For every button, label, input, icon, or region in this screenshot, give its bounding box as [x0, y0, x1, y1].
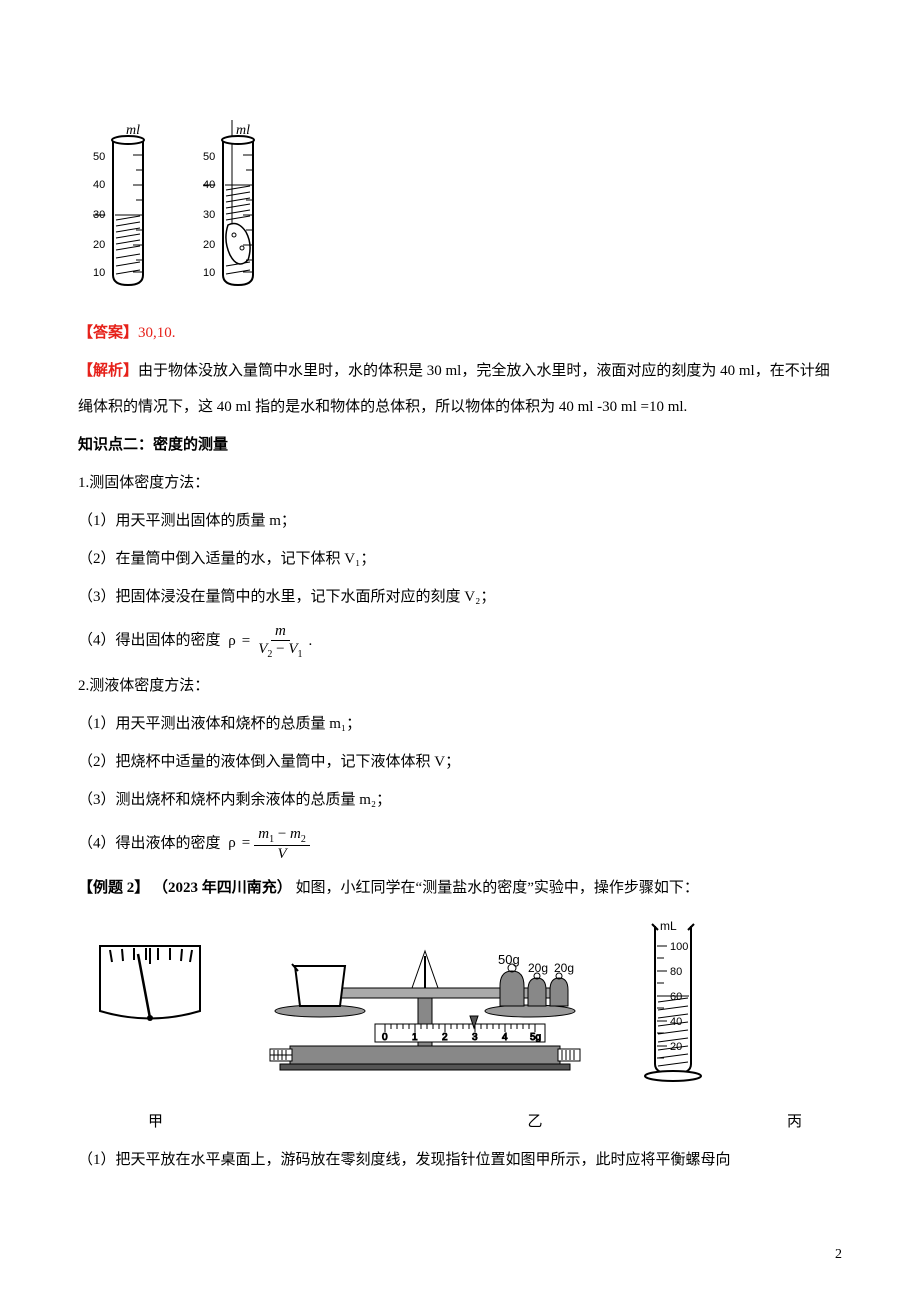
svg-text:5g: 5g — [530, 1032, 541, 1043]
analysis-text: 由于物体没放入量筒中水里时，水的体积是 30 ml，完全放入水里时，液面对应的刻… — [78, 363, 830, 415]
svg-text:40: 40 — [203, 179, 215, 191]
solid-step-2: （2）在量筒中倒入适量的水，记下体积 V₁； — [78, 541, 842, 577]
svg-text:50g: 50g — [498, 952, 520, 967]
example2-label: 【例题 2】 — [78, 880, 149, 896]
label-bing: 丙 — [787, 1104, 802, 1140]
svg-text:2: 2 — [442, 1032, 448, 1043]
svg-text:50: 50 — [93, 151, 105, 163]
cylinder-right: ml 50 40 — [198, 120, 278, 295]
example2-line: 【例题 2】 （2023 年四川南充） 如图，小红同学在“测量盐水的密度”实验中… — [78, 870, 842, 906]
svg-text:50: 50 — [203, 151, 215, 163]
example2-text: 如图，小红同学在“测量盐水的密度”实验中，操作步骤如下： — [296, 880, 699, 896]
analysis-label: 【解析】 — [78, 363, 138, 379]
solid-step-3: （3）把固体浸没在量筒中的水里，记下水面所对应的刻度 V₂； — [78, 579, 842, 615]
svg-text:30: 30 — [93, 209, 105, 221]
analysis-line: 【解析】由于物体没放入量筒中水里时，水的体积是 30 ml，完全放入水里时，液面… — [78, 353, 842, 425]
section2-title: 知识点二：密度的测量 — [78, 427, 842, 463]
svg-text:100: 100 — [670, 941, 688, 953]
liquid-step-4: （4）得出液体的密度 ρ = m1 − m2 V — [78, 820, 842, 869]
svg-text:mL: mL — [660, 919, 677, 933]
svg-text:20: 20 — [93, 239, 105, 251]
svg-text:0: 0 — [382, 1032, 388, 1043]
cylinder-left: ml 50 40 30 — [88, 120, 168, 295]
example2-source: （2023 年四川南充） — [153, 880, 292, 896]
example2-svg: 50g 20g 20g 0 1 2 3 4 — [80, 916, 840, 1086]
svg-text:40: 40 — [93, 179, 105, 191]
label-yi: 乙 — [527, 1104, 542, 1140]
svg-text:80: 80 — [670, 966, 682, 978]
example2-q1: （1）把天平放在水平桌面上，游码放在零刻度线，发现指针位置如图甲所示，此时应将平… — [78, 1142, 842, 1178]
svg-text:20: 20 — [203, 239, 215, 251]
solid-heading: 1.测固体密度方法： — [78, 465, 842, 501]
example2-figure: 50g 20g 20g 0 1 2 3 4 — [78, 916, 842, 1140]
svg-text:30: 30 — [203, 209, 215, 221]
answer-text: 30,10. — [138, 325, 176, 341]
balance-yi: 50g 20g 20g 0 1 2 3 4 — [270, 951, 580, 1070]
page-number: 2 — [835, 1238, 842, 1272]
pointer-scale-jia — [100, 946, 200, 1021]
svg-text:20: 20 — [670, 1041, 682, 1053]
liquid-step-3: （3）测出烧杯和烧杯内剩余液体的总质量 m₂； — [78, 782, 842, 818]
svg-text:1: 1 — [412, 1032, 418, 1043]
solid-formula: ρ = m V2 − V1 . — [228, 623, 312, 660]
cylinder-bing: mL — [645, 919, 701, 1081]
liquid-step-4-prefix: （4）得出液体的密度 — [78, 835, 224, 851]
liquid-step-1: （1）用天平测出液体和烧杯的总质量 m₁； — [78, 706, 842, 742]
solid-step-4: （4）得出固体的密度 ρ = m V2 − V1 . — [78, 617, 842, 666]
answer-label: 【答案】 — [78, 325, 138, 341]
top-cylinders-figure: ml 50 40 30 — [88, 120, 842, 295]
svg-text:10: 10 — [203, 267, 215, 279]
solid-step-4-prefix: （4）得出固体的密度 — [78, 633, 221, 649]
solid-step-1: （1）用天平测出固体的质量 m； — [78, 503, 842, 539]
svg-text:20g: 20g — [528, 961, 548, 975]
liquid-heading: 2.测液体密度方法： — [78, 668, 842, 704]
svg-text:60: 60 — [670, 991, 682, 1003]
svg-text:20g: 20g — [554, 961, 574, 975]
example2-figure-labels: 甲 乙 丙 — [78, 1104, 842, 1140]
svg-text:4: 4 — [502, 1032, 508, 1043]
answer-line: 【答案】30,10. — [78, 315, 842, 351]
liquid-formula: ρ = m1 − m2 V — [228, 826, 310, 863]
label-jia: 甲 — [148, 1104, 163, 1140]
svg-text:40: 40 — [670, 1016, 682, 1028]
liquid-step-2: （2）把烧杯中适量的液体倒入量筒中，记下液体体积 V； — [78, 744, 842, 780]
svg-text:10: 10 — [93, 267, 105, 279]
svg-text:3: 3 — [472, 1032, 478, 1043]
